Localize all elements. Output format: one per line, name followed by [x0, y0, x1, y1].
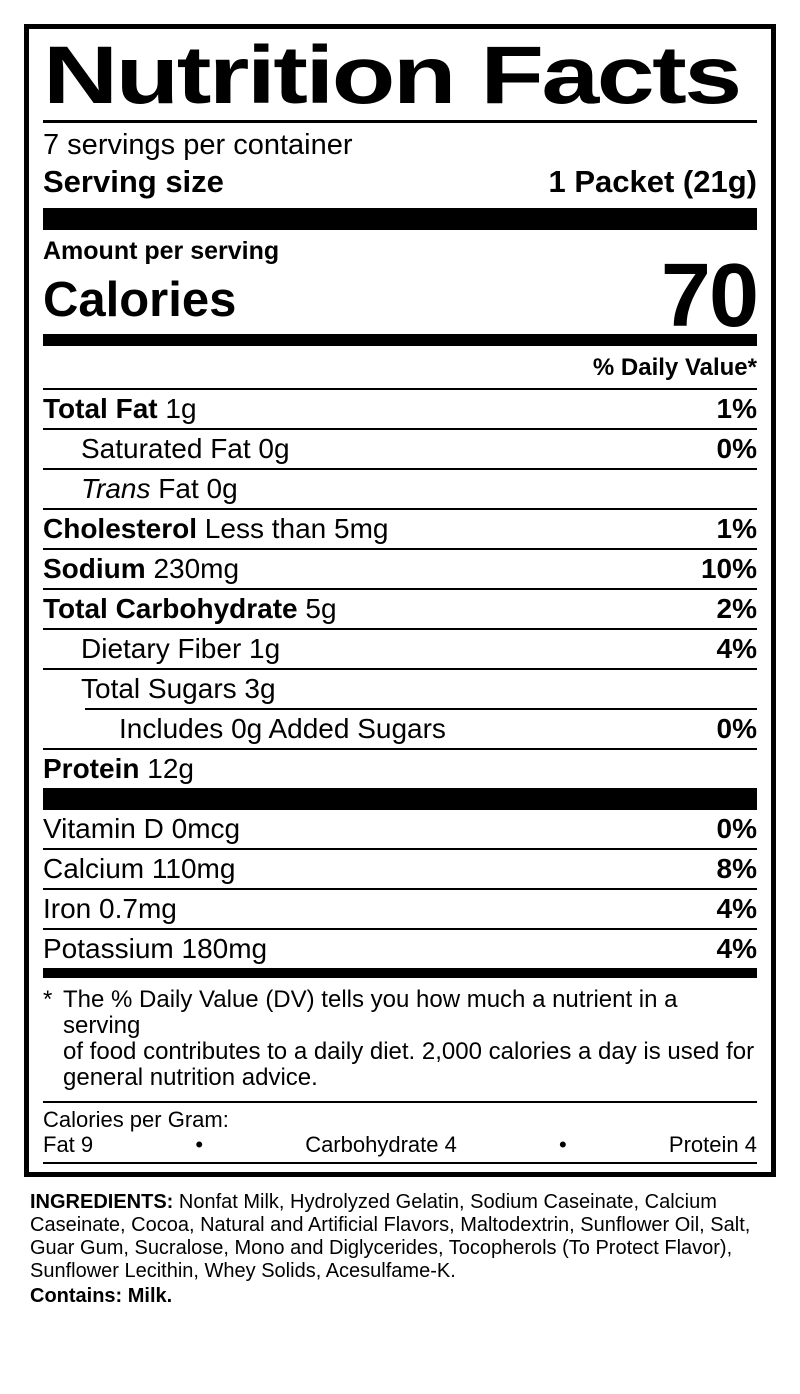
- nutrient-dv: 1%: [716, 513, 757, 544]
- nutrient-dv: 2%: [716, 593, 757, 624]
- nutrient-dv: 0%: [716, 433, 757, 464]
- servings-per-container: 7 servings per container: [43, 129, 353, 161]
- vitamin-name: Potassium 180mg: [43, 933, 268, 964]
- nutrient-name: Total Sugars 3g: [81, 673, 276, 704]
- title-divider: [43, 120, 757, 123]
- calories-per-gram-section: Calories per Gram: Fat 9 • Carbohydrate …: [43, 1101, 757, 1164]
- panel-title: Nutrition Facts: [43, 30, 742, 121]
- nutrient-name: Total Carbohydrate 5g: [43, 593, 337, 624]
- nutrient-row-saturated-fat: Saturated Fat 0g 0%: [43, 428, 757, 468]
- nutrient-row-total-carbohydrate: Total Carbohydrate 5g 2%: [43, 588, 757, 628]
- vitamin-name: Iron 0.7mg: [43, 893, 177, 924]
- daily-value-header: % Daily Value*: [592, 354, 757, 381]
- nutrient-row-cholesterol: Cholesterol Less than 5mg 1%: [43, 508, 757, 548]
- nutrient-row-dietary-fiber: Dietary Fiber 1g 4%: [43, 628, 757, 668]
- calories-per-gram-heading: Calories per Gram:: [43, 1107, 229, 1132]
- nutrient-name: Dietary Fiber 1g: [81, 633, 281, 664]
- vitamin-dv: 4%: [716, 893, 757, 924]
- nutrient-name: Trans Fat 0g: [81, 473, 238, 504]
- nutrient-name: Protein 12g: [43, 753, 194, 784]
- vitamin-row-calcium: Calcium 110mg 8%: [43, 848, 757, 888]
- panel-title-wrap: Nutrition Facts: [43, 34, 757, 118]
- footnote-text: The % Daily Value (DV) tells you how muc…: [63, 986, 755, 1091]
- serving-size-row: Serving size 1 Packet (21g): [43, 164, 757, 200]
- cpg-carbohydrate: Carbohydrate 4: [305, 1132, 457, 1157]
- vitamin-name: Vitamin D 0mcg: [43, 813, 241, 844]
- nutrient-row-added-sugars: Includes 0g Added Sugars 0%: [43, 708, 757, 748]
- nutrient-dv: 1%: [716, 393, 757, 424]
- nutrient-row-trans-fat: Trans Fat 0g: [43, 468, 757, 508]
- nutrition-facts-panel: Nutrition Facts 7 servings per container…: [24, 24, 776, 1177]
- cpg-fat: Fat 9: [43, 1132, 94, 1157]
- nutrient-dv: 10%: [700, 553, 757, 584]
- nutrient-name: Total Fat 1g: [43, 393, 197, 424]
- vitamin-row-iron: Iron 0.7mg 4%: [43, 888, 757, 928]
- daily-value-footnote: * The % Daily Value (DV) tells you how m…: [43, 978, 757, 1101]
- ingredients-section: INGREDIENTS: Nonfat Milk, Hydrolyzed Gel…: [30, 1191, 772, 1308]
- nutrient-name: Saturated Fat 0g: [81, 433, 290, 464]
- serving-size-value: 1 Packet (21g): [548, 164, 758, 199]
- vitamin-row-potassium: Potassium 180mg 4%: [43, 928, 757, 968]
- vitamin-dv: 0%: [716, 813, 757, 844]
- section-bar-vitamins: [43, 968, 757, 978]
- nutrient-dv: 4%: [716, 633, 757, 664]
- bullet-icon: •: [559, 1132, 567, 1157]
- amount-per-serving-label: Amount per serving: [43, 237, 280, 265]
- footnote-asterisk: *: [43, 986, 53, 1013]
- nutrient-row-sodium: Sodium 230mg 10%: [43, 548, 757, 588]
- bullet-icon: •: [195, 1132, 204, 1157]
- calories-value: 70: [660, 246, 759, 346]
- nutrient-row-protein: Protein 12g: [43, 748, 757, 788]
- contains-statement: Contains: Milk.: [30, 1285, 173, 1307]
- section-bar-top: [43, 208, 757, 230]
- ingredients-label: INGREDIENTS:: [30, 1191, 174, 1213]
- section-bar-calories: [43, 334, 757, 346]
- calories-per-gram-row: Fat 9 • Carbohydrate 4 • Protein 4: [43, 1132, 757, 1157]
- nutrient-dv: 0%: [716, 713, 757, 744]
- nutrient-name: Cholesterol Less than 5mg: [43, 513, 389, 544]
- cpg-protein: Protein 4: [668, 1132, 757, 1157]
- vitamin-name: Calcium 110mg: [43, 853, 236, 884]
- calories-row: Calories 70: [43, 246, 759, 346]
- section-bar-protein: [43, 788, 757, 810]
- ingredients-text: INGREDIENTS: Nonfat Milk, Hydrolyzed Gel…: [30, 1191, 751, 1282]
- nutrient-row-total-sugars: Total Sugars 3g: [43, 668, 757, 708]
- serving-size-label: Serving size: [43, 164, 224, 199]
- calories-label: Calories: [43, 273, 237, 327]
- nutrient-name: Sodium 230mg: [43, 553, 240, 584]
- vitamin-dv: 4%: [716, 933, 757, 964]
- nutrient-name: Includes 0g Added Sugars: [119, 713, 446, 744]
- vitamin-row-vitamin-d: Vitamin D 0mcg 0%: [43, 810, 757, 848]
- nutrient-row-total-fat: Total Fat 1g 1%: [43, 388, 757, 428]
- vitamin-dv: 8%: [716, 853, 757, 884]
